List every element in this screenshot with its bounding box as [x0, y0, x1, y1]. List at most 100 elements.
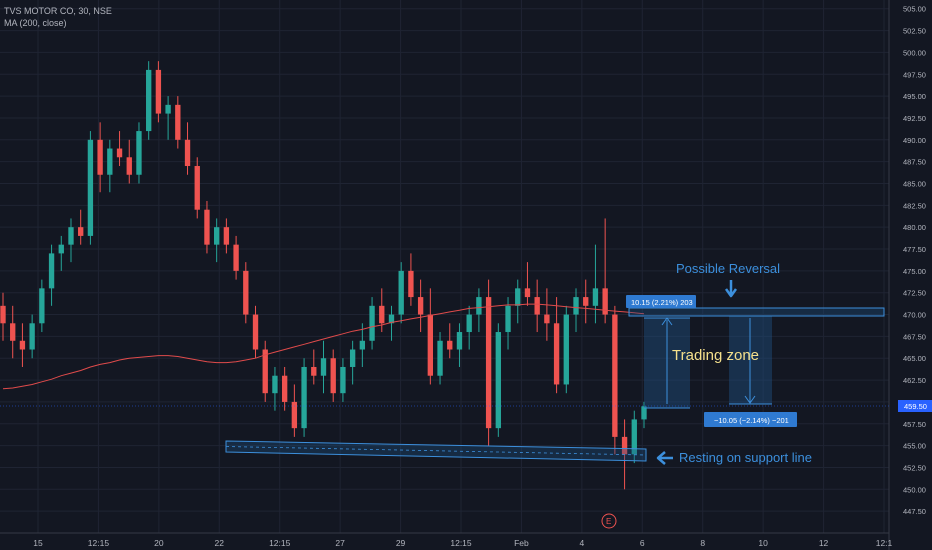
candle	[262, 340, 268, 402]
candle	[602, 218, 608, 324]
time-tick-label: 27	[335, 538, 345, 548]
price-tick-label: 450.00	[903, 485, 926, 494]
symbol-title: TVS MOTOR CO, 30, NSE	[4, 6, 112, 16]
time-tick-label: Feb	[514, 538, 529, 548]
candle	[58, 235, 64, 271]
candle	[534, 279, 540, 333]
candle	[388, 305, 395, 341]
price-tick-label: 452.50	[903, 463, 926, 472]
time-tick-label: 15	[33, 538, 43, 548]
resting-support-label: Resting on support line	[679, 450, 812, 465]
candle	[417, 279, 424, 333]
time-tick-label: 12:15	[450, 538, 472, 548]
down-arrow-icon	[724, 280, 738, 298]
price-tick-label: 447.50	[903, 507, 926, 516]
candle	[641, 401, 647, 429]
support-channel[interactable]	[225, 440, 647, 462]
candle	[437, 332, 443, 385]
indicator-title: MA (200, close)	[4, 18, 67, 28]
candle	[116, 131, 123, 167]
svg-text:459.50: 459.50	[904, 402, 927, 411]
candle	[184, 122, 191, 175]
candle	[320, 340, 327, 394]
price-tick-label: 495.00	[903, 92, 926, 101]
candle	[301, 358, 307, 437]
candle	[505, 297, 511, 350]
candle	[466, 305, 472, 350]
svg-text:−10.05 (−2.14%) −201: −10.05 (−2.14%) −201	[714, 416, 789, 425]
candle	[369, 297, 375, 350]
measure-down-label: −10.05 (−2.14%) −201	[704, 412, 797, 427]
price-axis-background	[889, 0, 932, 550]
candle	[39, 279, 45, 333]
candle	[583, 279, 589, 324]
measure-up-range[interactable]	[644, 317, 690, 409]
price-tick-label: 487.50	[903, 158, 926, 167]
candle	[87, 131, 94, 245]
price-tick-label: 467.50	[903, 332, 926, 341]
candle	[427, 288, 434, 385]
price-tick-label: 500.00	[903, 48, 926, 57]
price-tick-label: 485.00	[903, 179, 926, 188]
time-tick-label: 22	[215, 538, 225, 548]
time-tick-label: 4	[579, 538, 584, 548]
candle	[330, 349, 336, 402]
time-tick-label: 10	[758, 538, 768, 548]
candle	[485, 279, 492, 446]
event-marker[interactable]: E	[601, 513, 617, 529]
candle	[456, 323, 463, 367]
candle	[592, 244, 599, 324]
price-tick-label: 502.50	[903, 27, 926, 36]
candle	[398, 262, 404, 324]
candle	[340, 358, 346, 402]
time-tick-label: 20	[154, 538, 164, 548]
candle	[544, 288, 550, 341]
candle	[19, 323, 26, 367]
candle	[78, 209, 84, 245]
possible-reversal-label: Possible Reversal	[676, 261, 780, 276]
candle	[0, 292, 6, 341]
candle	[223, 218, 230, 254]
candle	[515, 279, 521, 324]
price-tick-label: 470.00	[903, 311, 926, 320]
candle	[155, 61, 162, 123]
time-tick-label: 6	[640, 538, 645, 548]
candle	[233, 235, 239, 280]
candle	[213, 218, 220, 263]
candle	[175, 96, 181, 149]
chart-legend: TVS MOTOR CO, 30, NSE MA (200, close)	[4, 5, 112, 29]
resistance-box[interactable]	[628, 307, 885, 317]
price-tick-label: 465.00	[903, 354, 926, 363]
candle	[281, 366, 288, 411]
candle	[48, 244, 55, 306]
price-tick-label: 455.00	[903, 442, 926, 451]
candle	[126, 139, 132, 184]
measure-down-range[interactable]	[729, 315, 772, 405]
candle	[204, 200, 210, 254]
candles-group	[0, 61, 647, 490]
time-tick-label: 12:15	[88, 538, 110, 548]
time-tick-label: 8	[700, 538, 705, 548]
price-tick-label: 492.50	[903, 114, 926, 123]
time-tick-label: 29	[396, 538, 406, 548]
candle	[97, 122, 103, 193]
candle	[272, 366, 278, 411]
candle	[408, 253, 414, 306]
candle	[495, 323, 501, 437]
candle	[524, 262, 531, 306]
time-tick-label: 12:15	[269, 538, 291, 548]
price-tick-label: 477.50	[903, 245, 926, 254]
candle	[349, 340, 356, 385]
price-tick-label: 505.00	[903, 5, 926, 14]
candle	[631, 410, 637, 464]
price-tick-label: 475.00	[903, 267, 926, 276]
candle	[136, 122, 142, 184]
candle	[612, 305, 618, 455]
last-price-badge: 459.50	[0, 400, 932, 412]
price-tick-label: 480.00	[903, 223, 926, 232]
candle	[194, 157, 200, 219]
price-tick-label: 497.50	[903, 70, 926, 79]
candle	[10, 305, 16, 359]
candle	[311, 349, 317, 385]
